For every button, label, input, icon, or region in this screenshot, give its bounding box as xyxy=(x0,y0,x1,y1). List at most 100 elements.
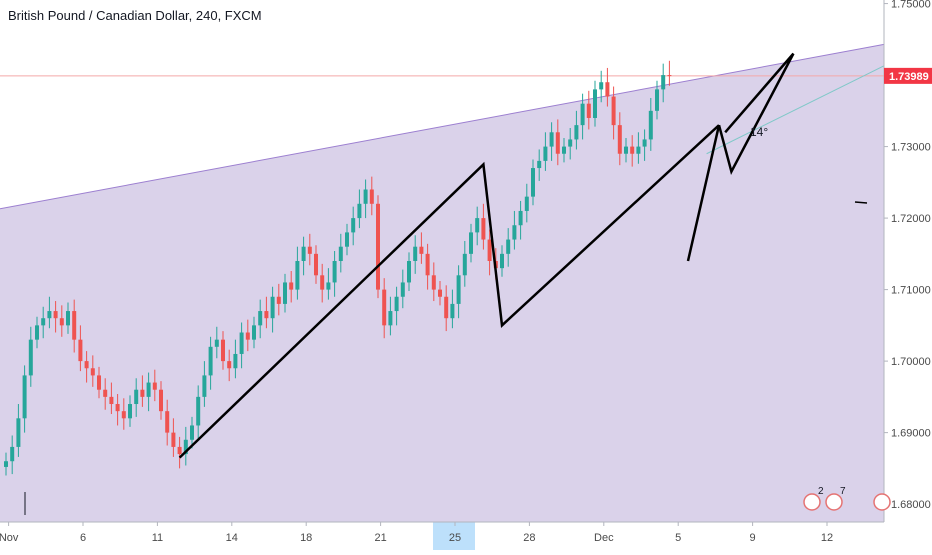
candle-body xyxy=(283,282,287,304)
candle-body xyxy=(593,89,597,118)
candle-body xyxy=(555,132,560,154)
price-tick-label: 1.69000 xyxy=(891,428,931,440)
time-tick-label: 14 xyxy=(226,532,238,544)
candle-body xyxy=(307,246,312,254)
event-count: 7 xyxy=(840,486,846,497)
candle-body xyxy=(413,246,418,261)
time-tick-label: Nov xyxy=(0,532,19,544)
candle-body xyxy=(661,75,666,90)
candle-body xyxy=(431,275,436,290)
time-tick-label: 9 xyxy=(750,532,756,544)
candle-body xyxy=(345,232,349,247)
candle-body xyxy=(183,439,188,455)
pattern-line-top xyxy=(717,52,795,176)
candle-body xyxy=(444,296,449,319)
candle-body xyxy=(655,89,659,111)
candle-body xyxy=(171,432,176,447)
candle-body xyxy=(109,396,114,405)
candle-body xyxy=(518,210,523,226)
candle-body xyxy=(407,261,411,283)
time-tick-label: 28 xyxy=(523,532,535,544)
candle-body xyxy=(97,375,101,390)
candle-body xyxy=(338,246,343,261)
candle-body xyxy=(506,239,511,254)
candle-body xyxy=(469,232,473,254)
candle-body xyxy=(456,275,461,304)
price-tick-label: 1.72000 xyxy=(891,213,931,225)
candle-body xyxy=(667,75,672,77)
candle-body xyxy=(363,189,368,204)
candle-body xyxy=(4,461,8,467)
candle-body xyxy=(568,139,573,147)
price-tag-label: 1.73989 xyxy=(889,71,929,83)
candle-body xyxy=(90,368,95,376)
price-tick-label: 1.73000 xyxy=(891,142,931,154)
candle-body xyxy=(245,332,250,340)
time-tick-label: 6 xyxy=(80,532,86,544)
candle-body xyxy=(115,404,120,412)
candle-body xyxy=(134,389,139,405)
candle-body xyxy=(239,332,244,354)
candle-body xyxy=(208,346,213,376)
candle-body xyxy=(128,404,132,419)
candle-body xyxy=(524,196,529,211)
candle-body xyxy=(500,253,504,269)
candle-body xyxy=(624,146,628,154)
candle-body xyxy=(103,389,108,397)
candle-body xyxy=(636,146,641,154)
price-tick-label: 1.75000 xyxy=(891,0,931,11)
candle-body xyxy=(438,289,442,297)
price-tick-label: 1.68000 xyxy=(891,499,931,511)
time-tick-label: 12 xyxy=(821,532,833,544)
candle-body xyxy=(326,282,331,290)
candle-body xyxy=(289,282,294,290)
candle-body xyxy=(351,218,356,233)
uk-flag-icon xyxy=(873,493,891,511)
time-tick-label: 25 xyxy=(449,532,461,544)
candle-body xyxy=(562,146,566,154)
candle-body xyxy=(227,361,232,369)
candle-body xyxy=(487,239,492,261)
candle-body xyxy=(59,318,64,326)
date-highlight xyxy=(433,522,475,550)
event-count: 2 xyxy=(818,486,824,497)
candle-body xyxy=(475,218,480,233)
candle-body xyxy=(574,125,579,140)
candle-body xyxy=(66,311,70,326)
price-tag-bg xyxy=(884,67,932,84)
last-price-tag: 1.73989 xyxy=(884,67,932,84)
price-tick-label: 1.70000 xyxy=(891,356,931,368)
candle-body xyxy=(177,446,182,455)
channel-top-line xyxy=(0,43,885,210)
candle-body xyxy=(357,203,362,219)
candle-body xyxy=(419,246,424,254)
candle-body xyxy=(388,311,393,326)
time-tick-label: 11 xyxy=(152,532,163,544)
candle-body xyxy=(586,103,591,118)
candle-body xyxy=(537,160,542,169)
candle-body xyxy=(35,325,39,340)
candle-body xyxy=(400,282,405,297)
candle-body xyxy=(276,296,281,304)
candle-body xyxy=(165,411,170,433)
candle-body xyxy=(301,246,306,261)
candle-body xyxy=(369,189,374,204)
time-tick-label: 5 xyxy=(675,532,681,544)
candle-body xyxy=(140,389,145,397)
candle-body xyxy=(580,103,585,126)
candle-body xyxy=(642,139,647,147)
candle-body xyxy=(512,225,517,240)
candle-body xyxy=(599,82,604,90)
candle-body xyxy=(543,146,548,161)
candle-body xyxy=(159,389,163,412)
time-tick-label: Dec xyxy=(594,532,614,544)
candle-body xyxy=(190,425,194,440)
candle-body xyxy=(462,253,467,276)
candle-body xyxy=(258,311,263,326)
candle-body xyxy=(314,253,318,276)
candle-body xyxy=(10,446,15,462)
candle-body xyxy=(16,418,21,447)
candle-body xyxy=(202,375,207,397)
